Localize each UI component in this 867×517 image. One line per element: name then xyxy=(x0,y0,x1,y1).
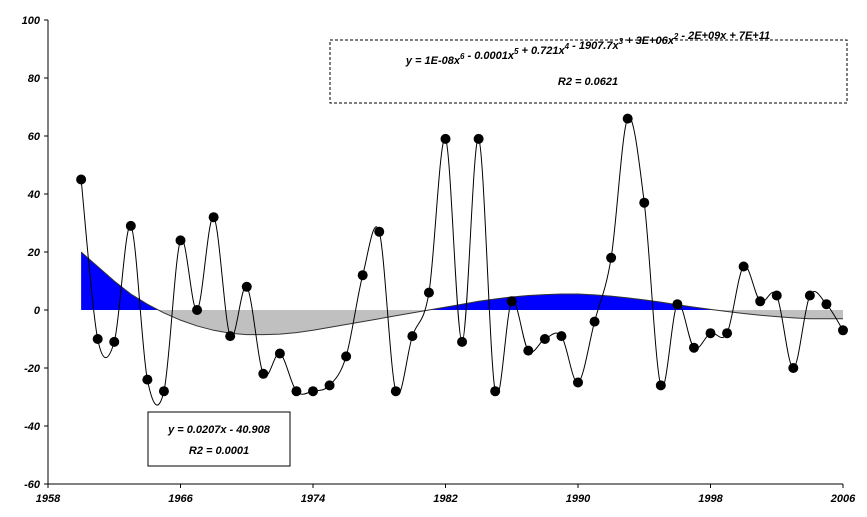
data-point xyxy=(688,342,699,353)
data-point xyxy=(125,220,136,231)
x-tick-label: 1990 xyxy=(566,493,591,505)
equation-exponent: 3 xyxy=(619,37,624,46)
data-point xyxy=(589,316,600,327)
data-point xyxy=(241,281,252,292)
x-tick-label: 1958 xyxy=(36,493,61,505)
equation-term: - 0.0001x xyxy=(464,50,514,62)
x-tick-label: 1966 xyxy=(168,493,193,505)
data-point xyxy=(705,328,716,339)
data-point xyxy=(457,336,468,347)
y-tick-label: 80 xyxy=(28,73,41,85)
x-tick-label: 2006 xyxy=(830,493,856,505)
equation-box xyxy=(329,39,848,104)
data-point xyxy=(407,331,418,342)
data-point xyxy=(92,334,103,344)
data-point xyxy=(622,113,633,124)
equation-exponent: 2 xyxy=(673,32,679,41)
x-tick-label: 1982 xyxy=(433,493,457,505)
data-point xyxy=(208,212,219,223)
data-point xyxy=(258,368,269,379)
data-point xyxy=(821,299,832,310)
data-point xyxy=(506,296,517,307)
data-point xyxy=(755,296,766,307)
data-point xyxy=(523,345,534,356)
equation-term: - 1907.7x xyxy=(569,40,619,52)
data-point xyxy=(109,336,120,347)
data-point xyxy=(539,334,550,344)
data-point xyxy=(158,386,169,397)
data-point xyxy=(838,325,848,336)
data-point xyxy=(556,331,567,342)
data-point xyxy=(788,363,799,373)
data-point xyxy=(274,348,285,359)
y-tick-label: -60 xyxy=(24,479,41,491)
data-point xyxy=(423,287,434,298)
equation-term: y = 1E-08x xyxy=(405,55,461,67)
data-point xyxy=(175,235,186,246)
data-point xyxy=(473,133,484,144)
data-point xyxy=(722,328,733,339)
data-point xyxy=(390,386,401,397)
equation-exponent: 5 xyxy=(514,47,519,56)
x-tick-label: 1998 xyxy=(698,493,723,505)
equation-box xyxy=(147,411,291,467)
data-point xyxy=(341,351,352,362)
equation-exponent: 6 xyxy=(460,52,465,61)
data-point xyxy=(672,299,683,310)
data-point xyxy=(655,380,666,391)
data-point xyxy=(324,380,335,391)
data-point xyxy=(490,386,501,397)
y-tick-label: -40 xyxy=(24,421,41,433)
data-point xyxy=(291,386,302,397)
r-squared: R2 = 0.0621 xyxy=(558,76,618,88)
data-point xyxy=(738,261,749,272)
data-point xyxy=(440,133,451,144)
y-tick-label: 60 xyxy=(28,131,41,143)
y-tick-label: 0 xyxy=(34,305,41,317)
data-point xyxy=(192,305,203,315)
data-point xyxy=(357,270,368,281)
data-point xyxy=(639,197,650,208)
y-tick-label: 100 xyxy=(22,15,41,27)
equation-term: + 0.721x xyxy=(518,45,565,57)
equation-term: - 2E+09x + 7E+11 xyxy=(678,30,770,42)
y-tick-label: -20 xyxy=(24,363,41,375)
y-tick-label: 40 xyxy=(27,189,41,201)
data-point xyxy=(606,252,617,263)
trend-curve xyxy=(80,251,843,336)
data-point xyxy=(308,386,318,397)
x-tick-label: 1974 xyxy=(301,493,325,505)
data-point xyxy=(804,290,815,301)
y-tick-label: 20 xyxy=(27,247,41,259)
data-point xyxy=(142,374,153,385)
equation: y = 0.0207x - 40.908 xyxy=(167,424,271,436)
data-point xyxy=(374,226,385,237)
r-squared: R2 = 0.0001 xyxy=(189,445,249,457)
equation-term: + 3E+06x xyxy=(623,35,675,47)
trend-area-negative xyxy=(81,310,843,335)
data-line xyxy=(80,116,844,406)
data-point xyxy=(76,174,87,185)
equation-exponent: 4 xyxy=(564,42,570,51)
equation: y = 1E-08x6 - 0.0001x5 + 0.721x4 - 1907.… xyxy=(405,30,770,67)
data-point xyxy=(771,290,782,301)
data-point xyxy=(573,377,583,388)
data-point xyxy=(225,331,236,342)
equation-term: y = 0.0207x - 40.908 xyxy=(167,424,271,436)
